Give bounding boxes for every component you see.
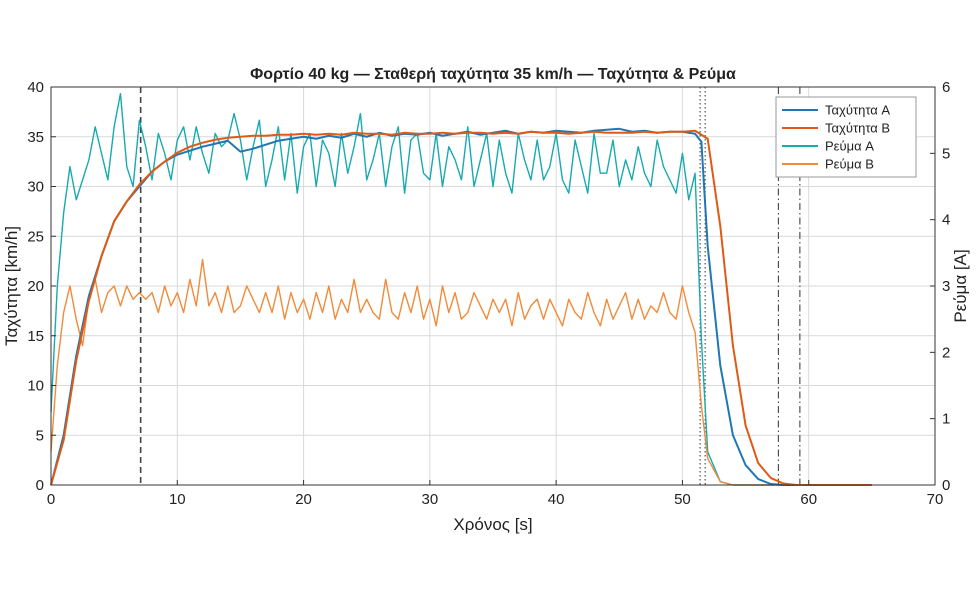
series-line-1 (50, 129, 872, 486)
x-tick-label: 30 (422, 491, 439, 508)
x-tick-label: 10 (169, 491, 186, 508)
y-right-axis-label: Ρεύμα [A] (951, 249, 970, 322)
chart-title: Φορτίο 40 kg — Σταθερή ταχύτητα 35 km/h … (250, 66, 736, 83)
x-tick-label: 70 (927, 491, 944, 508)
y-left-tick-label: 20 (27, 278, 44, 295)
x-tick-label: 0 (47, 491, 55, 508)
y-left-tick-label: 0 (36, 477, 44, 494)
series-line-2 (50, 92, 872, 486)
y-left-tick-label: 35 (27, 129, 44, 146)
legend-entry-label: Ταχύτητα B (825, 121, 890, 136)
y-right-tick-label: 6 (942, 79, 950, 96)
y-left-tick-label: 10 (27, 378, 44, 395)
x-tick-label: 20 (295, 491, 312, 508)
y-left-tick-label: 40 (27, 79, 44, 96)
y-left-axis-label: Ταχύτητα [km/h] (2, 226, 21, 346)
y-right-tick-label: 1 (942, 411, 950, 428)
legend: Ταχύτητα A Ταχύτητα B Ρεύμα A Ρεύμα B (775, 96, 917, 178)
y-left-tick-label: 5 (36, 427, 44, 444)
x-tick-label: 40 (548, 491, 565, 508)
vertical-markers (139, 87, 801, 485)
legend-entry-label: Ρεύμα B (825, 157, 874, 172)
x-axis-label: Χρόνος [s] (453, 515, 532, 534)
series-line-3 (50, 258, 872, 486)
legend-entry-label: Ταχύτητα A (825, 103, 890, 118)
y-right-tick-label: 0 (942, 477, 950, 494)
y-right-tick-label: 3 (942, 278, 950, 295)
y-left-axis-ticks: 0 5 10 15 20 25 30 35 40 (27, 79, 56, 494)
y-right-tick-label: 5 (942, 145, 950, 162)
legend-entry-label: Ρεύμα A (825, 139, 874, 154)
y-right-tick-label: 4 (942, 212, 950, 229)
y-right-axis-ticks: 0 1 2 3 4 5 6 (930, 79, 950, 494)
x-axis-ticks: 0 10 20 30 40 50 60 70 (47, 480, 944, 508)
y-left-tick-label: 30 (27, 179, 44, 196)
x-tick-label: 50 (674, 491, 691, 508)
y-left-tick-label: 15 (27, 328, 44, 345)
series-line-0 (50, 127, 872, 486)
y-left-tick-label: 25 (27, 228, 44, 245)
y-right-tick-label: 2 (942, 344, 950, 361)
x-tick-label: 60 (800, 491, 817, 508)
series-layer (50, 92, 872, 486)
